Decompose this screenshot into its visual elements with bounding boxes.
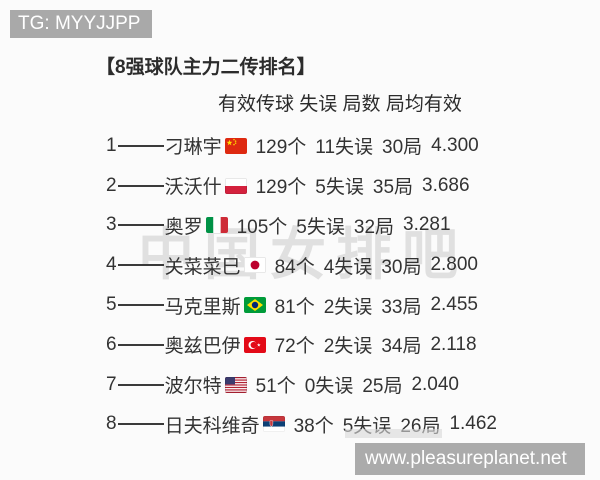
- player-name: 奥罗: [164, 216, 203, 238]
- rank-dash: [117, 264, 164, 267]
- rank-dash: [117, 343, 164, 346]
- stat-average: 4.300: [431, 134, 479, 156]
- stat-sets: 35局: [372, 177, 414, 199]
- player-name: 刁琳宇: [164, 137, 222, 159]
- brazil-flag-icon: [243, 297, 266, 314]
- stat-sets: 32局: [353, 216, 395, 238]
- player-name: 日夫科维奇: [164, 415, 260, 437]
- turkey-flag-icon: [243, 336, 266, 353]
- stat-errors: 5失误: [296, 216, 345, 238]
- player-name: 马克里斯: [164, 296, 241, 318]
- table-row: 6 奥兹巴伊 72个 2失误 34局 2.118: [106, 325, 497, 365]
- rank-dash: [117, 423, 164, 426]
- stat-errors: 0失误: [304, 376, 354, 398]
- player-name: 沃沃什: [164, 177, 222, 199]
- column-header: 有效传球 失误 局数 局均有效: [218, 94, 462, 115]
- rank-number: 5: [106, 294, 117, 316]
- table-row: 7 波尔特: [106, 365, 497, 405]
- stat-errors: 5失误: [315, 177, 364, 199]
- stat-sets: 33局: [381, 296, 422, 318]
- italy-flag-icon: [205, 217, 228, 234]
- usa-flag-icon: [224, 376, 247, 393]
- table-row: 3 奥罗 105个 5失误 32局 3.281: [106, 206, 497, 246]
- stat-average: 2.040: [411, 373, 459, 395]
- page-title: 【8强球队主力二传排名】: [96, 57, 316, 78]
- rank-number: 7: [106, 373, 117, 395]
- watermark-remnant: [345, 429, 442, 438]
- stat-sets: 30局: [381, 256, 422, 278]
- stat-average: 1.462: [449, 413, 497, 435]
- table-row: 8 日夫科维奇 38个 5失误 26局 1.462: [106, 405, 497, 445]
- stat-average: 3.686: [422, 174, 470, 196]
- rank-number: 8: [106, 413, 117, 435]
- rank-dash: [117, 304, 164, 307]
- stat-sets: 34局: [381, 336, 422, 358]
- stat-errors: 2失误: [323, 296, 373, 318]
- table-row: 1 刁琳宇 129个 11失误 30局 4.300: [106, 126, 497, 166]
- japan-flag-icon: [243, 257, 266, 274]
- rank-dash: [117, 224, 164, 227]
- rank-number: 6: [106, 333, 117, 355]
- stat-sets: 30局: [382, 137, 423, 159]
- stat-errors: 2失误: [323, 336, 373, 358]
- serbia-flag-icon: [262, 416, 285, 433]
- rank-number: 1: [106, 134, 117, 156]
- rank-dash: [117, 144, 164, 147]
- rank-dash: [117, 383, 164, 386]
- telegram-badge: TG: MYYJJPP: [10, 10, 153, 38]
- bottom-watermark: www.pleasureplanet.net: [355, 443, 585, 475]
- china-flag-icon: [224, 137, 247, 154]
- rank-number: 2: [106, 174, 117, 196]
- player-name: 波尔特: [164, 376, 222, 398]
- stat-average: 2.455: [430, 294, 478, 316]
- stat-average: 3.281: [403, 214, 451, 236]
- stat-passes: 38个: [293, 415, 334, 437]
- stat-passes: 129个: [255, 177, 307, 199]
- stat-average: 2.118: [430, 333, 477, 355]
- rank-dash: [117, 184, 164, 187]
- stat-passes: 72个: [274, 336, 315, 358]
- stat-passes: 51个: [255, 376, 296, 398]
- stat-passes: 105个: [236, 216, 288, 238]
- player-name: 关菜菜巳: [164, 256, 241, 278]
- table-row: 5 马克里斯 81个 2失误 33局 2.455: [106, 285, 497, 325]
- stat-sets: 25局: [362, 376, 403, 398]
- table-row: 4 关菜菜巳 84个 4失误 30局 2.800: [106, 245, 497, 285]
- player-name: 奥兹巴伊: [164, 336, 241, 358]
- poland-flag-icon: [224, 177, 247, 194]
- rank-number: 3: [106, 214, 117, 236]
- stat-passes: 81个: [274, 296, 315, 318]
- stat-passes: 84个: [274, 256, 315, 278]
- stat-passes: 129个: [255, 137, 307, 159]
- ranking-list: 1 刁琳宇 129个 11失误 30局 4.300 2 沃沃什: [106, 126, 497, 444]
- stat-errors: 4失误: [323, 256, 373, 278]
- rank-number: 4: [106, 254, 117, 276]
- table-row: 2 沃沃什 129个 5失误 35局 3.686: [106, 166, 497, 206]
- stat-errors: 11失误: [315, 137, 374, 159]
- stat-average: 2.800: [430, 254, 478, 276]
